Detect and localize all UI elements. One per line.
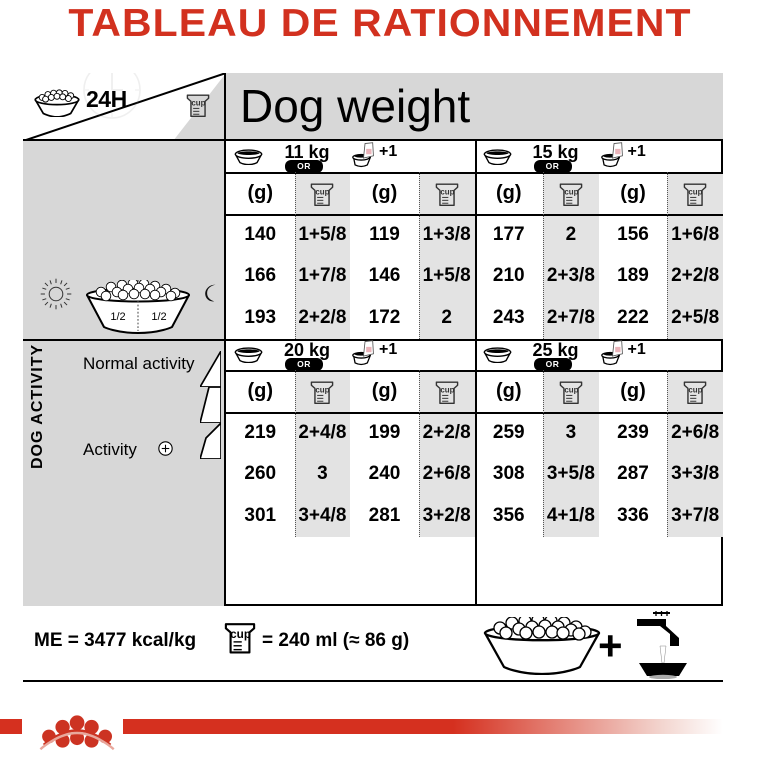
svg-text:cup: cup [191,98,205,107]
svg-text:cup: cup [564,385,578,394]
svg-text:cup: cup [564,187,578,196]
svg-text:cup: cup [689,385,703,394]
svg-text:cup: cup [230,628,251,641]
svg-text:cup: cup [316,385,330,394]
svg-text:cup: cup [689,187,703,196]
svg-text:cup: cup [440,187,454,196]
svg-text:1/2: 1/2 [151,311,166,323]
svg-text:cup: cup [440,385,454,394]
svg-text:cup: cup [316,187,330,196]
svg-text:1/2: 1/2 [110,311,125,323]
